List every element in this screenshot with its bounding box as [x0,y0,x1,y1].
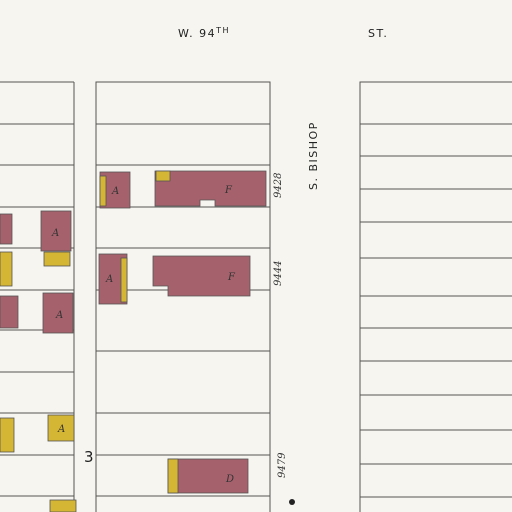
address: 9479 [277,452,288,478]
street-name: W. 94TH [178,26,230,40]
street-name-suffix: TH [215,26,230,35]
address: 9428 [273,173,284,198]
building-label: D [225,474,234,485]
buildings [0,170,295,512]
building-label: F [227,272,236,283]
right-block [359,81,512,512]
side-street-name: S. BISHOP [307,121,320,190]
address: 9444 [273,261,284,286]
building-label: A [55,310,63,321]
building-label: A [111,186,119,197]
street-type: ST. [368,27,388,40]
street-name-main: W. 94 [178,27,216,40]
building-label: F [224,185,233,196]
building-label: A [57,424,65,435]
building-label: A [105,274,113,285]
block-number: 3 [84,448,94,466]
building-label: A [51,228,59,239]
